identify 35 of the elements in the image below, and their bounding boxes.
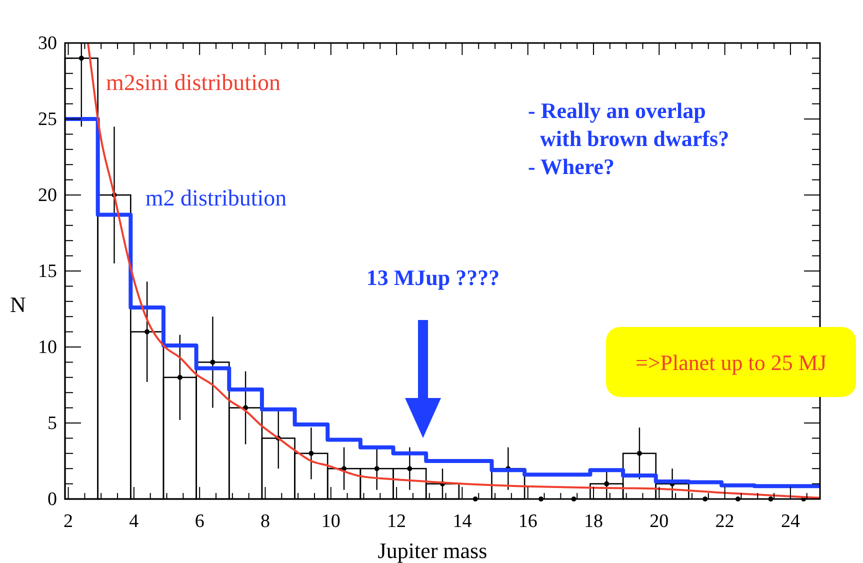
x-tick-label: 24: [780, 511, 800, 532]
y-tick-label: 20: [38, 185, 57, 206]
x-tick-label: 10: [321, 511, 340, 532]
point: [144, 329, 150, 334]
x-tick-label: 22: [715, 511, 734, 532]
y-tick-label: 10: [38, 337, 57, 358]
x-tick-label: 6: [194, 511, 204, 532]
x-tick-label: 2: [64, 511, 74, 532]
point: [374, 466, 380, 472]
x-axis-title: Jupiter mass: [378, 538, 488, 563]
x-tick-label: 14: [452, 511, 472, 532]
point: [407, 466, 412, 472]
point: [308, 450, 314, 456]
point: [78, 56, 84, 61]
x-tick-label: 8: [260, 511, 270, 532]
x-tick-label: 4: [129, 511, 140, 532]
annotation: - Really an overlap with brown dwarfs? - Where?: [528, 98, 730, 179]
series-label: m2sini distribution: [106, 70, 281, 96]
x-tick-label: 16: [518, 511, 538, 532]
x-tick-label: 20: [650, 511, 669, 532]
point: [604, 481, 610, 486]
y-tick-label: 25: [38, 109, 57, 130]
point: [636, 450, 642, 456]
series-label: m2 distribution: [145, 186, 288, 211]
point: [210, 360, 216, 365]
y-tick-label: 5: [48, 413, 57, 434]
point: [177, 374, 182, 380]
y-tick-label: 0: [48, 489, 57, 510]
annotation: =>Planet up to 25 MJ: [635, 350, 827, 375]
annotation: 13 MJup ????: [366, 265, 500, 290]
x-tick-label: 18: [584, 511, 603, 532]
y-axis-title: N: [10, 292, 26, 317]
y-tick-label: 15: [38, 261, 57, 282]
y-tick-label: 30: [38, 33, 57, 54]
x-tick-label: 12: [387, 511, 406, 532]
